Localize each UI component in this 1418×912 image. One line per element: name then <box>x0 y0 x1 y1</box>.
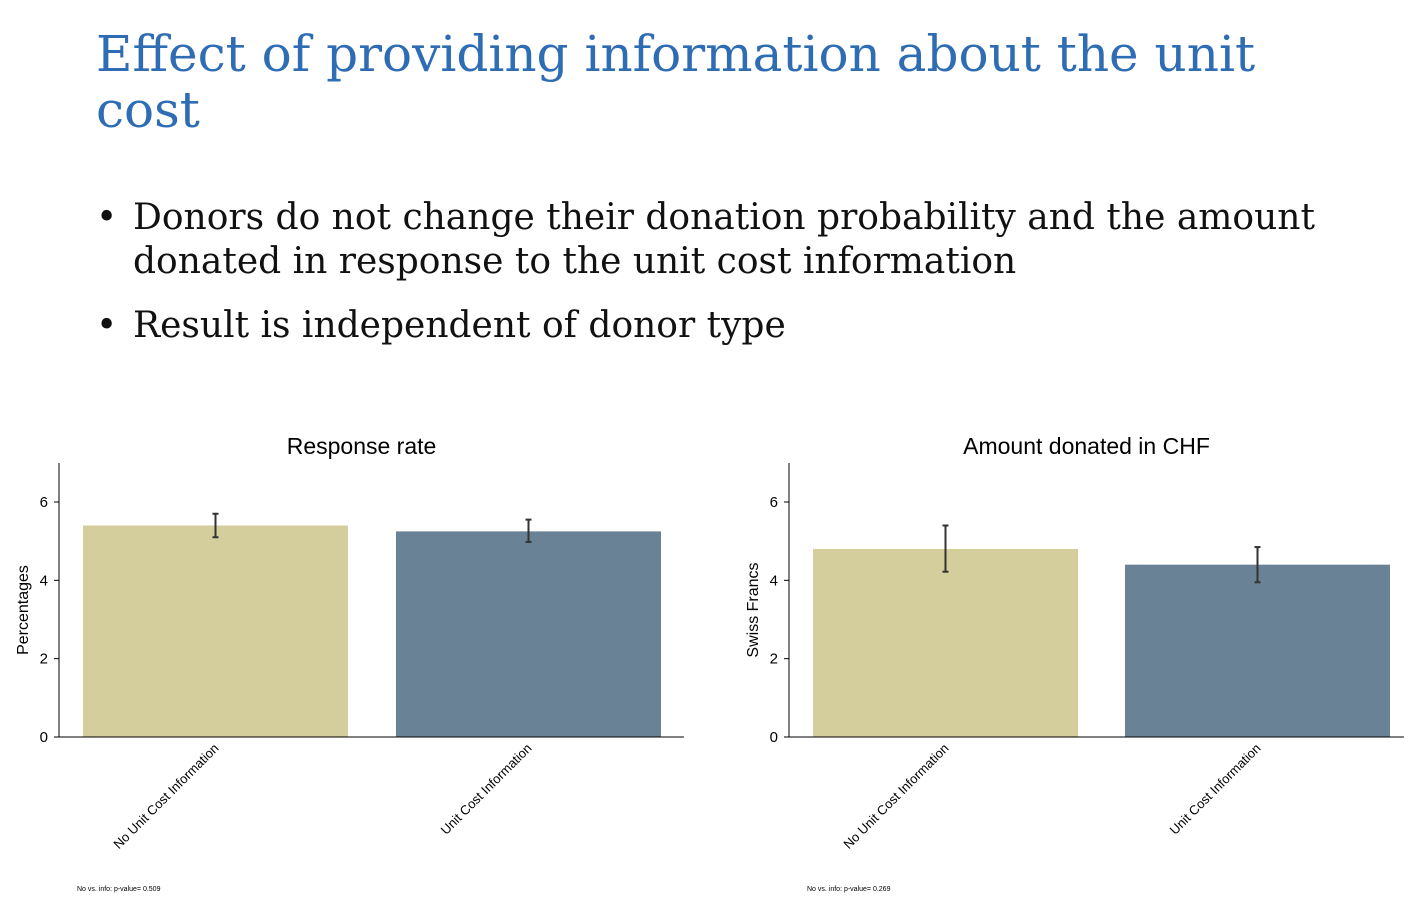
response-rate-chart: Response rate 0 2 4 6 Percentages No Unit Cost… <box>15 433 684 893</box>
bullet-item: • Donors do not change their donation pr… <box>96 196 1376 284</box>
y-tick-label: 6 <box>40 494 48 511</box>
y-tick-label: 0 <box>40 729 48 746</box>
y-tick-label: 2 <box>40 651 48 668</box>
chart-note: No vs. info: p-value= 0.269 <box>807 886 891 893</box>
y-axis-title: Percentages <box>15 565 32 655</box>
chart-title: Response rate <box>287 433 437 459</box>
bullet-text: Donors do not change their donation prob… <box>133 197 1315 282</box>
y-tick-label: 2 <box>770 651 778 668</box>
x-category-label: No Unit Cost Information <box>110 741 221 852</box>
y-tick-label: 0 <box>770 729 778 746</box>
bar-unit-cost-info <box>396 531 661 737</box>
y-axis-title: Swiss Francs <box>745 562 762 657</box>
y-tick-label: 6 <box>770 494 778 511</box>
bar-unit-cost-info <box>1125 564 1390 737</box>
bullet-item: • Result is independent of donor type <box>96 304 1376 348</box>
chart-title: Amount donated in CHF <box>963 433 1210 459</box>
x-category-label: Unit Cost Information <box>1167 741 1264 838</box>
bullet-text: Result is independent of donor type <box>133 305 786 346</box>
bar-no-unit-cost-info <box>813 549 1078 737</box>
chart-note: No vs. info: p-value= 0.509 <box>77 886 161 893</box>
y-tick-label: 4 <box>770 572 778 589</box>
bullet-dot: • <box>96 197 118 238</box>
bullet-list: • Donors do not change their donation pr… <box>96 196 1376 368</box>
y-tick-label: 4 <box>40 572 48 589</box>
x-category-label: Unit Cost Information <box>438 741 535 838</box>
amount-donated-chart: Amount donated in CHF 0 2 4 6 Swiss Francs No … <box>745 433 1404 893</box>
bullet-dot: • <box>96 305 118 346</box>
x-category-label: No Unit Cost Information <box>840 741 951 852</box>
bar-no-unit-cost-info <box>83 525 348 737</box>
slide-title: Effect of providing information about th… <box>96 25 1256 139</box>
